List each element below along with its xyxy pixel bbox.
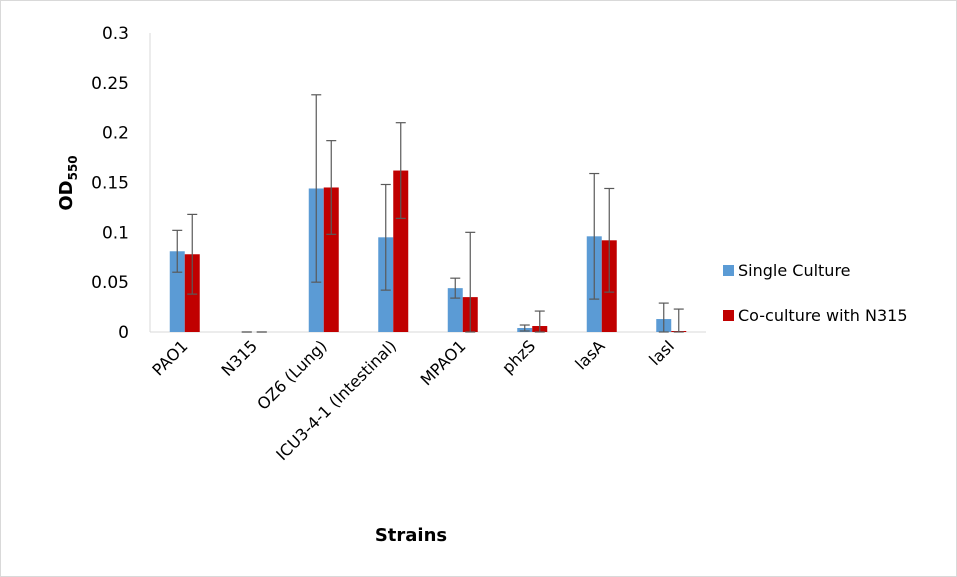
- y-tick-labels: 0 0.05 0.1 0.15 0.2 0.25 0.3: [91, 24, 129, 343]
- error-bar-group: [172, 94, 684, 333]
- legend-swatch-co-culture: [723, 310, 734, 321]
- bar-co-culture: [323, 187, 339, 332]
- error-bar: [534, 310, 545, 333]
- y-tick-label: 0.2: [102, 124, 129, 144]
- y-axis-title: OD550: [56, 155, 80, 210]
- category-label: phzS: [498, 336, 539, 377]
- y-tick-label: 0: [118, 323, 129, 343]
- error-bar: [465, 231, 476, 333]
- error-bar: [519, 324, 530, 332]
- bar-single-culture: [447, 288, 463, 332]
- category-label: ICU3-4-1 (Intestinal): [272, 336, 400, 464]
- legend-label-single-culture: Single Culture: [738, 261, 851, 280]
- error-bar: [604, 187, 615, 293]
- y-axis-title-main: OD: [56, 180, 77, 210]
- category-label: OZ6 (Lung): [253, 336, 330, 413]
- error-bar: [450, 277, 461, 299]
- error-bar: [658, 302, 669, 333]
- category-label: lasI: [645, 336, 678, 369]
- category-label: PAO1: [148, 336, 191, 379]
- category-label: lasA: [571, 336, 608, 373]
- y-tick-label: 0.1: [102, 223, 129, 243]
- category-label: N315: [218, 336, 261, 379]
- y-tick-label: 0.05: [91, 273, 129, 293]
- error-bar: [589, 172, 600, 300]
- bar-single-culture: [169, 251, 185, 332]
- y-tick-label: 0.25: [91, 74, 129, 94]
- y-axis-title-subscript: 550: [66, 155, 80, 180]
- error-bar: [380, 183, 391, 291]
- bar-co-culture: [393, 170, 409, 332]
- legend: Single Culture Co-culture with N315: [723, 261, 908, 325]
- legend-label-co-culture: Co-culture with N315: [738, 306, 908, 325]
- error-bar: [326, 140, 337, 235]
- y-tick-label: 0.15: [91, 174, 129, 194]
- legend-swatch-single-culture: [723, 265, 734, 276]
- error-bar: [395, 122, 406, 219]
- error-bar: [187, 213, 198, 295]
- y-tick-label: 0.3: [102, 24, 129, 44]
- x-axis-title: Strains: [375, 525, 447, 546]
- error-bar: [311, 94, 322, 283]
- category-label: MPAO1: [417, 336, 470, 389]
- error-bar: [673, 308, 684, 333]
- error-bar: [172, 229, 183, 273]
